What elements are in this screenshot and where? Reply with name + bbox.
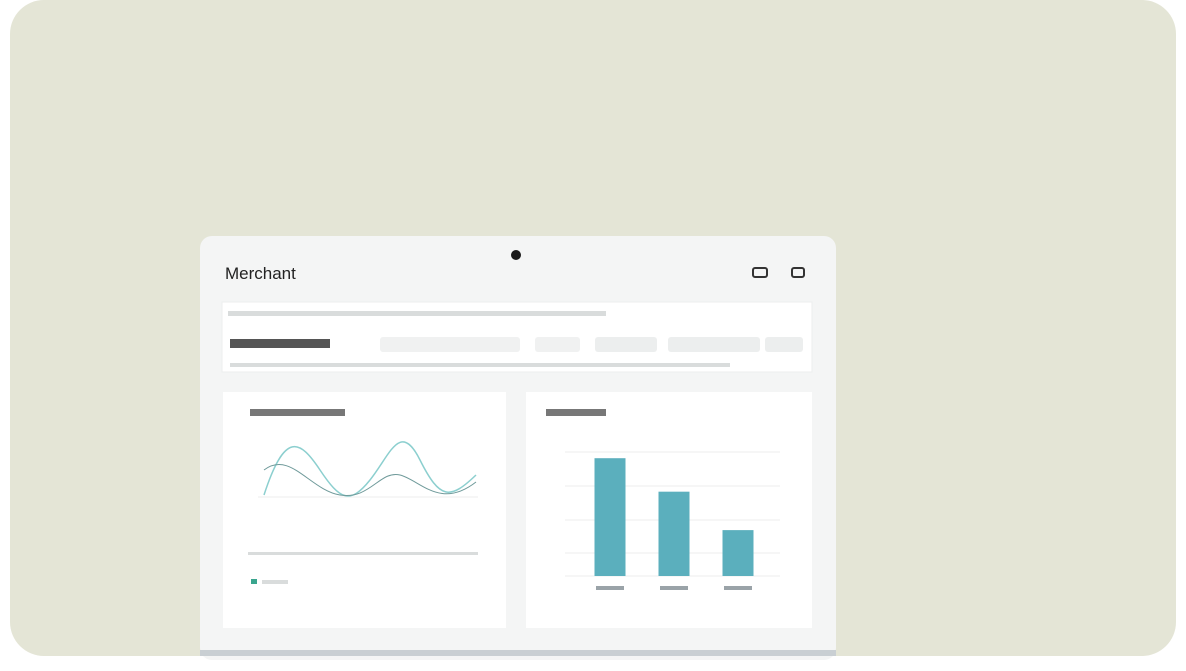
camera xyxy=(511,250,521,260)
x-label-placeholder xyxy=(596,586,624,590)
filter-labels xyxy=(230,363,730,367)
icon-button[interactable] xyxy=(791,267,805,278)
legend-row xyxy=(248,552,478,555)
bar xyxy=(594,458,626,576)
line-series xyxy=(263,463,477,497)
app-title: Merchant xyxy=(225,264,296,283)
card-title xyxy=(250,409,345,416)
line-card xyxy=(223,392,506,628)
x-label-placeholder xyxy=(660,586,688,590)
bar xyxy=(722,530,754,576)
section-title xyxy=(230,339,330,348)
filter-button[interactable] xyxy=(668,337,760,352)
x-label-placeholder xyxy=(724,586,752,590)
line-series xyxy=(263,441,477,497)
search-input[interactable] xyxy=(380,337,520,352)
bar xyxy=(658,491,690,576)
breadcrumb xyxy=(228,311,606,316)
legend-swatch xyxy=(251,579,257,584)
line-chart xyxy=(248,441,478,584)
filter-button[interactable] xyxy=(765,337,803,352)
screen-edge xyxy=(200,650,836,656)
icon-button[interactable] xyxy=(752,267,768,278)
filter-button[interactable] xyxy=(535,337,580,352)
card-title xyxy=(546,409,606,416)
legend-text xyxy=(262,580,288,584)
filter-button[interactable] xyxy=(595,337,657,352)
